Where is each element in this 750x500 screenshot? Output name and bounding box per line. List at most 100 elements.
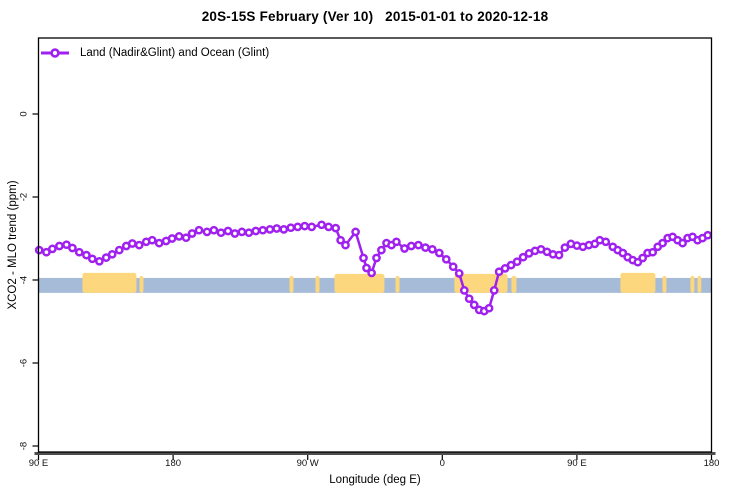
data-point xyxy=(68,243,77,253)
data-point xyxy=(658,238,667,248)
data-point xyxy=(324,222,333,232)
x-tick-label: 180 xyxy=(704,458,720,469)
plot-border xyxy=(37,37,713,453)
data-point xyxy=(244,228,254,238)
y-tick-label: -6 xyxy=(19,359,30,367)
land-band-segment xyxy=(139,275,144,293)
data-point xyxy=(317,220,326,230)
data-point xyxy=(134,240,144,250)
x-axis-title: Longitude (deg E) xyxy=(329,474,421,486)
y-tick-label: -2 xyxy=(19,193,30,201)
data-point xyxy=(459,286,469,295)
data-point xyxy=(147,235,157,245)
data-point xyxy=(101,253,111,262)
data-point xyxy=(421,243,430,252)
legend: Land (Nadir&Glint) and Ocean (Glint) xyxy=(40,46,269,60)
data-point xyxy=(377,245,386,255)
data-point xyxy=(454,269,464,278)
data-point xyxy=(167,234,177,243)
data-point xyxy=(367,268,376,278)
data-point xyxy=(434,248,444,258)
data-point xyxy=(638,253,648,263)
data-point xyxy=(216,228,226,238)
data-point xyxy=(469,300,479,310)
land-band-segment xyxy=(690,275,695,293)
data-point xyxy=(82,250,91,260)
data-point xyxy=(230,229,240,238)
data-point xyxy=(202,227,212,237)
data-point xyxy=(678,238,687,248)
data-point xyxy=(500,264,510,273)
data-point xyxy=(351,227,360,237)
data-point xyxy=(331,223,341,233)
x-tick-label: 90 E xyxy=(567,458,587,469)
y-tick-label: -4 xyxy=(19,276,30,284)
data-point xyxy=(484,303,494,313)
data-point xyxy=(512,257,522,267)
data-point xyxy=(107,249,117,259)
data-point xyxy=(127,239,137,248)
data-point xyxy=(209,225,219,235)
data-point xyxy=(300,221,310,231)
data-point xyxy=(194,225,204,235)
data-point xyxy=(400,244,409,253)
y-tick-label: 0 xyxy=(19,111,30,116)
data-point xyxy=(265,225,275,234)
data-point xyxy=(362,263,371,273)
data-point xyxy=(279,225,289,234)
legend-line-marker-icon xyxy=(41,48,69,58)
data-point xyxy=(392,237,401,247)
y-tick-label: -8 xyxy=(19,442,30,450)
data-point xyxy=(448,262,458,272)
data-line xyxy=(38,223,709,313)
x-tick-label: 90 E xyxy=(29,458,49,469)
data-point xyxy=(286,223,296,233)
data-point xyxy=(489,286,499,295)
x-tick-label: 180 xyxy=(165,458,181,469)
data-point xyxy=(494,267,504,277)
land-band-segment xyxy=(395,275,400,293)
land-band-segment xyxy=(82,272,137,293)
data-point xyxy=(174,232,184,241)
land-band-segment xyxy=(511,275,517,293)
land-band-segment xyxy=(289,275,294,293)
data-point xyxy=(601,237,611,247)
data-point xyxy=(414,240,423,250)
data-point xyxy=(237,227,247,237)
data-point xyxy=(48,244,57,254)
data-point xyxy=(251,226,261,236)
data-point xyxy=(441,254,451,264)
data-point xyxy=(55,241,64,251)
data-point xyxy=(341,240,350,250)
data-point xyxy=(336,235,345,245)
data-point xyxy=(154,238,164,248)
data-point xyxy=(518,252,528,262)
data-point xyxy=(114,245,124,255)
data-point xyxy=(42,247,51,257)
data-point xyxy=(293,222,303,232)
land-band-segment xyxy=(315,275,320,293)
data-point xyxy=(554,250,564,260)
data-point xyxy=(506,260,516,270)
data-point xyxy=(464,294,474,304)
data-point xyxy=(87,254,97,264)
data-point xyxy=(560,243,570,252)
data-point xyxy=(95,256,104,266)
data-point xyxy=(223,226,233,236)
y-axis-title: XCO2 - MLO trend (ppm) xyxy=(7,180,19,310)
data-point xyxy=(181,233,191,243)
land-band-segment xyxy=(662,275,667,293)
data-point xyxy=(703,230,713,240)
data-point xyxy=(648,247,658,257)
data-point xyxy=(34,245,44,255)
data-point xyxy=(187,229,197,238)
land-band-segment xyxy=(697,275,702,293)
data-point xyxy=(359,253,368,263)
land-band-segment xyxy=(620,272,656,293)
data-point xyxy=(372,253,381,263)
chart-title: 20S-15S February (Ver 10) 2015-01-01 to … xyxy=(201,9,549,24)
data-point xyxy=(258,225,268,235)
data-point xyxy=(74,247,84,257)
